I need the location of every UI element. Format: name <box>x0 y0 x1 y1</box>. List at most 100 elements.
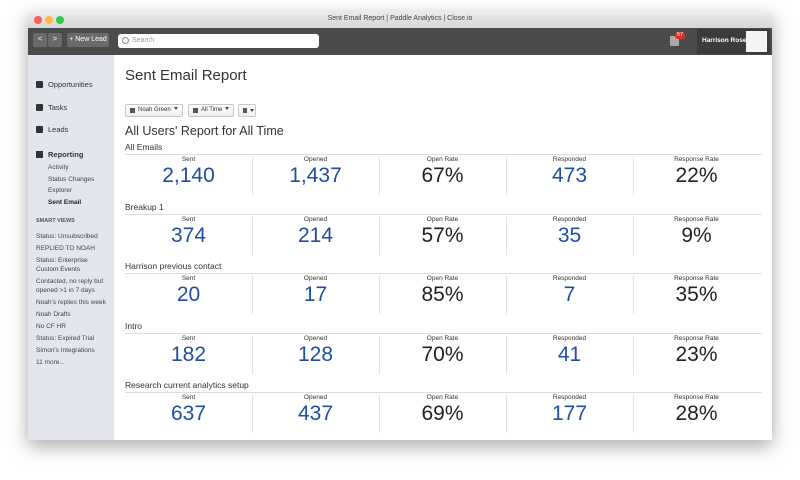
stat-value: 177 <box>551 402 588 425</box>
smart-view[interactable]: Simon's Integrations <box>36 347 95 354</box>
filter-label: All Time <box>201 107 223 113</box>
stat-label: Sent <box>181 156 196 163</box>
stat-label: Sent <box>181 215 196 223</box>
sidebar: Opportunities Tasks Leads Reporting Activity… <box>28 55 115 440</box>
section-rule <box>125 213 762 215</box>
nav-icon <box>36 151 43 158</box>
column-divider <box>633 276 634 314</box>
stat-label: Open Rate <box>426 156 459 163</box>
filter-label: Noah Green <box>138 107 171 113</box>
smart-view[interactable]: No CF HR <box>36 323 66 330</box>
filter-button[interactable]: All Time <box>188 104 235 117</box>
column-divider <box>379 276 380 314</box>
download-button[interactable] <box>238 104 256 117</box>
section-name: Simon's Follow Up <box>125 440 195 441</box>
section-rule <box>125 273 762 274</box>
column-divider <box>633 216 634 255</box>
column-divider <box>379 216 380 255</box>
stat-label: Responded <box>552 275 587 282</box>
section-title: SMART VIEWS <box>36 218 75 224</box>
stat-value: 473 <box>551 164 588 187</box>
stat-label: Open Rate <box>426 275 459 282</box>
search-icon <box>122 37 129 44</box>
stat-value: 182 <box>170 342 207 366</box>
inbox-icon[interactable] <box>670 36 679 46</box>
nav-icon <box>36 126 43 133</box>
smart-view[interactable]: Noah's replies this week <box>36 299 106 306</box>
stat-value: 20 <box>176 283 201 306</box>
stat-value: 374 <box>170 223 207 247</box>
stat-label: Response Rate <box>674 156 719 163</box>
caret <box>173 107 178 112</box>
smart-view[interactable]: Contacted, no reply but opened >1 in 7 d… <box>36 278 104 294</box>
smart-view[interactable]: REPLIED TO NOAH <box>36 245 95 252</box>
section-name: Breakup 1 <box>125 201 164 212</box>
smart-view[interactable]: Status: Enterprise Custom Events <box>36 257 88 273</box>
section-rule <box>125 154 762 155</box>
nav-item[interactable]: Opportunities <box>48 80 93 89</box>
column-divider <box>506 157 507 195</box>
close-button[interactable] <box>34 16 42 24</box>
stat-label: Responded <box>552 215 587 223</box>
new-lead-button[interactable]: + New Lead <box>67 33 109 47</box>
stat-label: Open Rate <box>426 215 459 223</box>
caret <box>250 109 254 114</box>
stat-value: 9% <box>681 223 712 247</box>
stat-label: Sent <box>181 334 196 342</box>
title-bar: Sent Email Report | Paddle Analytics | C… <box>28 12 772 29</box>
stat-value: 35% <box>675 283 718 306</box>
smart-view[interactable]: Noah Drafts <box>36 311 71 318</box>
column-divider <box>506 276 507 314</box>
back-button[interactable]: < <box>33 33 47 47</box>
filter-button[interactable]: Noah Green <box>125 104 183 117</box>
minimize-button[interactable] <box>45 16 53 24</box>
stat-value: 28% <box>675 402 718 425</box>
more-link[interactable]: 11 more... <box>36 359 65 366</box>
column-divider <box>633 395 634 433</box>
sub-item[interactable]: Sent Email <box>48 198 82 206</box>
stat-label: Responded <box>552 156 587 163</box>
stat-label: Responded <box>552 394 587 401</box>
nav-item[interactable]: Tasks <box>48 102 68 112</box>
stat-value: 214 <box>297 223 334 247</box>
caret <box>225 107 230 112</box>
column-divider <box>506 395 507 433</box>
notification-badge: 57 <box>675 32 686 39</box>
stat-value: 637 <box>170 402 207 425</box>
search-box[interactable]: Search <box>118 34 319 48</box>
stat-label: Response Rate <box>674 394 719 401</box>
stat-label: Sent <box>181 394 196 401</box>
report-title: Sent Email Report <box>125 67 247 84</box>
forward-button[interactable]: > <box>48 33 62 47</box>
stat-value: 41 <box>557 342 582 366</box>
column-divider <box>252 157 253 195</box>
smart-view[interactable]: Status: Expired Trial <box>36 335 95 342</box>
nav-item[interactable]: Reporting <box>48 150 84 159</box>
section-name: Research current analytics setup <box>125 380 249 390</box>
nav-item[interactable]: Leads <box>48 125 69 134</box>
stat-value: 23% <box>675 342 718 366</box>
column-divider <box>252 335 253 374</box>
user-menu[interactable]: Harrison Rose <box>697 29 770 54</box>
stat-value: 437 <box>297 402 334 425</box>
window-title: Sent Email Report | Paddle Analytics | C… <box>327 15 473 22</box>
smart-view-list: Status: Unsubscribed REPLIED TO NOAH Statu… <box>36 232 110 367</box>
column-divider <box>506 216 507 255</box>
search-placeholder: Search <box>132 37 155 44</box>
download-icon <box>243 108 247 113</box>
filter-icon <box>193 108 198 113</box>
stat-value: 2,140 <box>162 164 215 187</box>
sub-item[interactable]: Explorer <box>48 187 73 194</box>
stat-label: Opened <box>303 215 328 223</box>
toolbar: < > + New Lead Search 57 Harrison Rose <box>28 28 772 55</box>
sub-item[interactable]: Activity <box>48 164 69 171</box>
column-divider <box>379 157 380 195</box>
stat-value: 57% <box>421 223 464 247</box>
stat-value: 67% <box>421 164 464 187</box>
smart-view[interactable]: Status: Unsubscribed <box>36 233 98 240</box>
report: Sent Email Report All Users' Report for … <box>114 55 772 440</box>
zoom-button[interactable] <box>56 16 64 24</box>
sub-item[interactable]: Status Changes <box>48 175 95 183</box>
stat-label: Opened <box>303 156 328 163</box>
